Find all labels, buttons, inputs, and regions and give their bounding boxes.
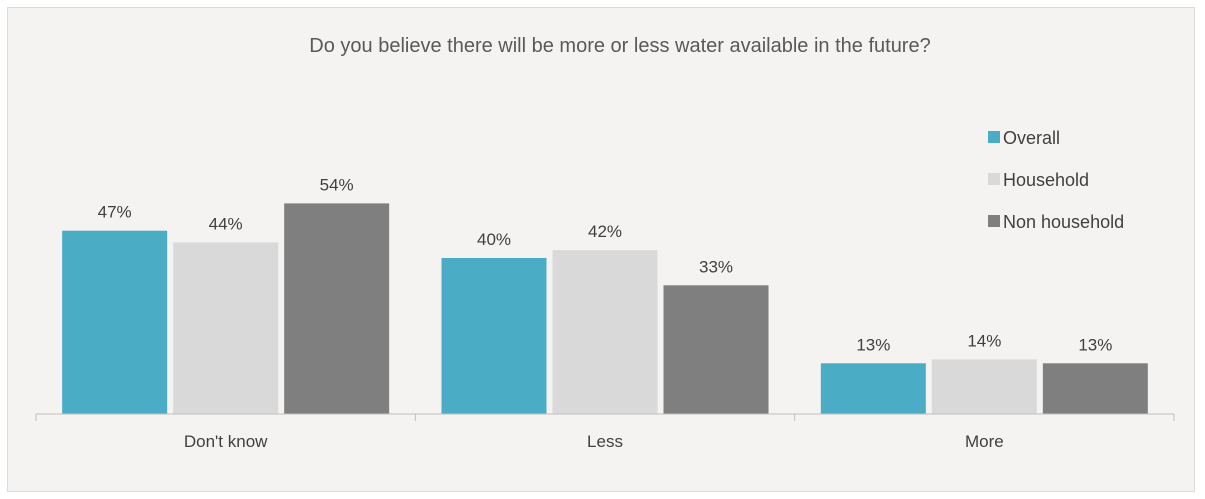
legend-label: Overall [1003, 128, 1060, 148]
legend-label: Household [1003, 170, 1089, 190]
x-tick-labels: Don't know Less More [184, 432, 1004, 451]
bar-non-household-2 [1042, 363, 1148, 414]
bar-household-1 [552, 250, 658, 414]
x-tick-label: More [965, 432, 1004, 451]
data-label: 44% [209, 214, 243, 233]
legend-swatch [988, 173, 1000, 185]
bar-non-household-0 [284, 203, 390, 414]
x-axis [35, 413, 1175, 421]
bar-household-0 [173, 242, 279, 414]
x-tick-label: Less [587, 432, 623, 451]
legend: Overall Household Non household [988, 128, 1124, 232]
data-labels-group: 47% 44% 54% 40% 42% 33% 13% 14% 13% [98, 175, 1113, 354]
data-label: 47% [98, 203, 132, 222]
legend-label: Non household [1003, 212, 1124, 232]
data-label: 40% [477, 230, 511, 249]
bar-overall-1 [441, 258, 547, 414]
bar-non-household-1 [663, 285, 769, 414]
data-label: 42% [588, 222, 622, 241]
data-label: 54% [320, 175, 354, 194]
bar-household-2 [931, 359, 1037, 414]
data-label: 13% [856, 335, 890, 354]
data-label: 14% [967, 331, 1001, 350]
data-label: 33% [699, 257, 733, 276]
chart-title: Do you believe there will be more or les… [309, 35, 930, 57]
x-tick-label: Don't know [184, 432, 268, 451]
bar-overall-2 [820, 363, 926, 414]
legend-swatch [988, 215, 1000, 227]
bar-overall-0 [62, 230, 168, 414]
legend-swatch [988, 131, 1000, 143]
data-label: 13% [1078, 335, 1112, 354]
bars-group [62, 203, 1148, 414]
